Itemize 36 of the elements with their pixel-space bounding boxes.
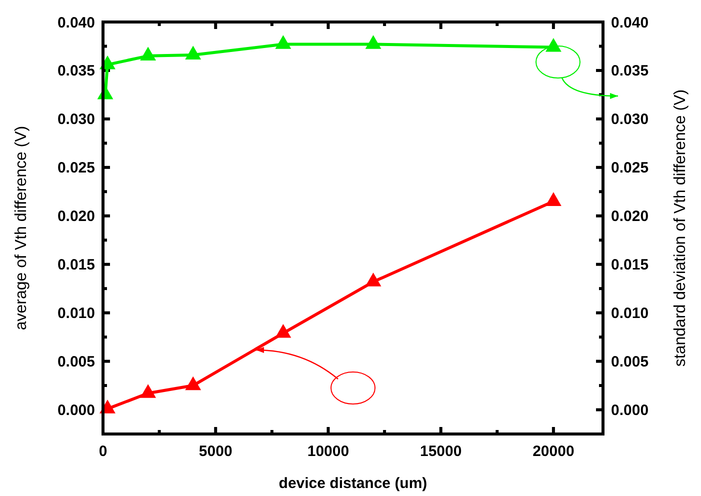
x-tick-label: 20000 bbox=[532, 443, 574, 460]
y2-tick-label: 0.035 bbox=[611, 62, 649, 80]
point bbox=[185, 46, 202, 60]
point bbox=[140, 384, 156, 398]
x-tick-label: 0 bbox=[98, 443, 108, 460]
y-tick-label: 0.030 bbox=[57, 111, 95, 128]
x-tick-label: 15000 bbox=[420, 443, 462, 460]
y-tick-label: 0.020 bbox=[57, 208, 95, 226]
y-tick-label: 0.005 bbox=[57, 354, 95, 371]
y2-tick-label: 0.000 bbox=[611, 402, 649, 420]
x-tick-label: 5000 bbox=[198, 443, 232, 460]
point bbox=[140, 46, 156, 61]
y-tick-label: 0.010 bbox=[57, 305, 95, 322]
y-tick-label: 0.025 bbox=[57, 160, 95, 177]
y2-tick-label: 0.015 bbox=[611, 256, 649, 274]
y-tick-label: 0.015 bbox=[57, 256, 95, 274]
point bbox=[185, 376, 202, 390]
y2-tick-label: 0.010 bbox=[611, 305, 649, 322]
y2-tick-label: 0.020 bbox=[611, 208, 649, 226]
point bbox=[275, 35, 292, 49]
point bbox=[365, 35, 382, 49]
point bbox=[545, 38, 562, 52]
y-tick-label: 0.035 bbox=[57, 62, 95, 80]
y2-tick-label: 0.040 bbox=[611, 14, 649, 32]
y2-tick-label: 0.025 bbox=[611, 160, 649, 177]
x-axis-title: device distance (um) bbox=[278, 475, 428, 492]
point bbox=[275, 324, 292, 338]
y-axis-title: average of Vth difference (V) bbox=[13, 126, 30, 330]
y-tick-label: 0.040 bbox=[57, 14, 95, 32]
x-tick-label: 10000 bbox=[307, 443, 350, 460]
y-tick-label: 0.000 bbox=[57, 402, 95, 420]
point bbox=[545, 192, 562, 206]
y2-tick-label: 0.030 bbox=[611, 111, 649, 128]
y2-tick-label: 0.005 bbox=[611, 354, 649, 371]
y2-axis-title: standard deviation of Vth difference (V) bbox=[672, 89, 689, 367]
point bbox=[365, 272, 382, 286]
